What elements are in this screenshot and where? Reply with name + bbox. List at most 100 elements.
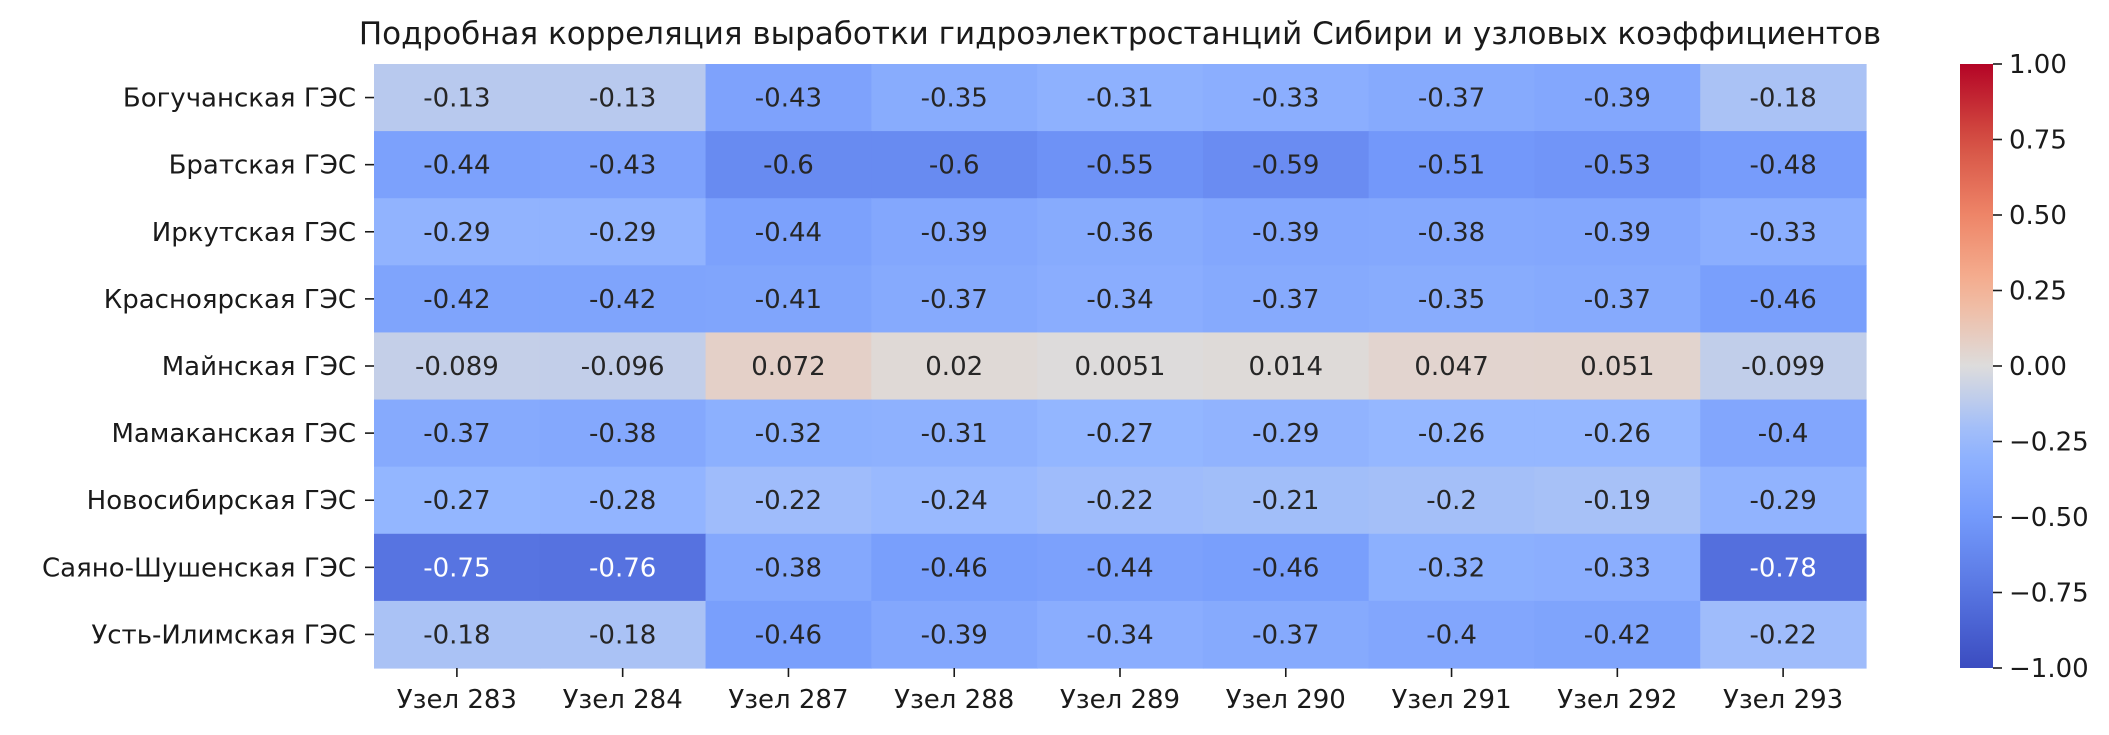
- cell-value-label: -0.33: [1584, 553, 1651, 583]
- cell-value-label: -0.29: [589, 218, 656, 248]
- cell-value-label: -0.55: [1086, 151, 1153, 181]
- heatmap-cell: [374, 600, 541, 669]
- heatmap-cell: [705, 64, 872, 132]
- cell-value-label: -0.2: [1426, 486, 1477, 516]
- heatmap-cell: [1202, 466, 1370, 535]
- heatmap-cell: [1368, 64, 1536, 132]
- heatmap-cell: [1534, 131, 1701, 199]
- cell-value-label: -0.37: [1252, 285, 1319, 315]
- cell-value-label: -0.38: [1418, 218, 1485, 248]
- heatmap-cell: [705, 332, 872, 401]
- cell-value-label: -0.46: [921, 553, 988, 583]
- heatmap-cell: [1037, 399, 1204, 468]
- cell-value-label: -0.13: [589, 84, 656, 114]
- cell-value-label: -0.27: [1086, 419, 1153, 449]
- heatmap-cell: [374, 131, 541, 199]
- heatmap-cell: [374, 399, 541, 468]
- heatmap-cell: [1534, 64, 1701, 132]
- heatmap-cell: [705, 131, 872, 199]
- heatmap-cell: [539, 131, 707, 199]
- heatmap-cell: [1534, 533, 1701, 602]
- cell-value-label: -0.46: [755, 620, 822, 650]
- heatmap-cell: [1368, 533, 1536, 602]
- row-labels: Богучанская ГЭС Братская ГЭС Иркутская ГЭС…: [42, 84, 374, 650]
- column-label: Узел 293: [1723, 685, 1843, 715]
- cell-value-label: -0.18: [589, 620, 656, 650]
- cell-value-label: -0.31: [921, 419, 988, 449]
- cell-value-label: -0.31: [1086, 84, 1153, 114]
- row-label: Братская ГЭС: [169, 151, 356, 181]
- heatmap-cell: [374, 64, 541, 132]
- cell-value-label: -0.39: [921, 620, 988, 650]
- colorbar-tick-label: −0.50: [2009, 503, 2089, 533]
- cell-value-label: -0.22: [755, 486, 822, 516]
- cell-value-label: -0.76: [589, 553, 656, 583]
- cell-value-label: -0.39: [921, 218, 988, 248]
- heatmap-cell: [1202, 533, 1370, 602]
- cell-value-label: -0.6: [763, 151, 814, 181]
- heatmap-cell: [374, 466, 541, 535]
- row-label: Новосибирская ГЭС: [87, 486, 356, 516]
- row-label: Саяно-Шушенская ГЭС: [42, 553, 356, 583]
- colorbar-tick-label: −1.00: [2009, 654, 2089, 684]
- column-label: Узел 292: [1557, 685, 1677, 715]
- heatmap-cell: [1202, 332, 1370, 401]
- cell-value-label: -0.4: [1758, 419, 1809, 449]
- cell-value-label: -0.13: [423, 84, 490, 114]
- column-labels: Узел 283 Узел 284 Узел 287 Узел 288 Узел 289…: [397, 668, 1843, 715]
- cell-value-label: -0.26: [1418, 419, 1485, 449]
- cell-value-label: -0.096: [581, 352, 665, 382]
- heatmap-cell: [1202, 131, 1370, 199]
- column-label: Узел 291: [1391, 685, 1511, 715]
- heatmap-cell: [1037, 466, 1204, 535]
- row-label: Мамаканская ГЭС: [111, 419, 356, 449]
- cell-value-label: -0.18: [1749, 84, 1816, 114]
- heatmap-cell: [705, 600, 872, 669]
- cell-value-label: -0.43: [755, 84, 822, 114]
- cell-value-label: -0.29: [1749, 486, 1816, 516]
- cell-value-label: -0.37: [1252, 620, 1319, 650]
- heatmap-cell: [539, 64, 707, 132]
- cell-value-label: -0.32: [1418, 553, 1485, 583]
- cell-value-label: -0.42: [1584, 620, 1651, 650]
- heatmap-cell: [1037, 533, 1204, 602]
- heatmap-cell: [871, 265, 1038, 334]
- heatmap-cell: [1202, 399, 1370, 468]
- cell-value-label: -0.42: [423, 285, 490, 315]
- row-label: Богучанская ГЭС: [123, 84, 356, 114]
- heatmap-cell: [871, 533, 1038, 602]
- cell-value-label: 0.014: [1249, 352, 1323, 382]
- column-label: Узел 284: [563, 685, 683, 715]
- cell-value-label: -0.37: [921, 285, 988, 315]
- cell-value-label: 0.02: [925, 352, 983, 382]
- cell-value-label: -0.39: [1584, 84, 1651, 114]
- cell-value-label: -0.21: [1252, 486, 1319, 516]
- cell-value-label: -0.51: [1418, 151, 1485, 181]
- heatmap-cell: [374, 198, 541, 266]
- cell-value-label: -0.35: [1418, 285, 1485, 315]
- cell-value-label: 0.0051: [1075, 352, 1166, 382]
- cell-value-label: -0.59: [1252, 151, 1319, 181]
- cell-value-label: -0.37: [1584, 285, 1651, 315]
- heatmap-cell: [1202, 265, 1370, 334]
- cell-value-label: 0.047: [1414, 352, 1488, 382]
- heatmap-cell: [1368, 131, 1536, 199]
- cell-value-label: -0.32: [755, 419, 822, 449]
- heatmap-cell: [871, 131, 1038, 199]
- cell-value-label: -0.44: [423, 151, 490, 181]
- cell-value-label: -0.75: [423, 553, 490, 583]
- heatmap-cell: [1534, 265, 1701, 334]
- cell-value-label: -0.28: [589, 486, 656, 516]
- heatmap-cell: [1202, 198, 1370, 266]
- heatmap-cell: [1202, 64, 1370, 132]
- cell-value-label: -0.37: [1418, 84, 1485, 114]
- heatmap-cell: [871, 600, 1038, 669]
- cell-value-label: -0.29: [1252, 419, 1319, 449]
- cell-value-label: -0.38: [589, 419, 656, 449]
- colorbar-gradient: [1960, 64, 1993, 668]
- heatmap-cell: [539, 600, 707, 669]
- heatmap-cell: [1037, 600, 1204, 669]
- column-label: Узел 287: [728, 685, 848, 715]
- heatmap-cell: [539, 332, 707, 401]
- heatmap-cell: [1368, 332, 1536, 401]
